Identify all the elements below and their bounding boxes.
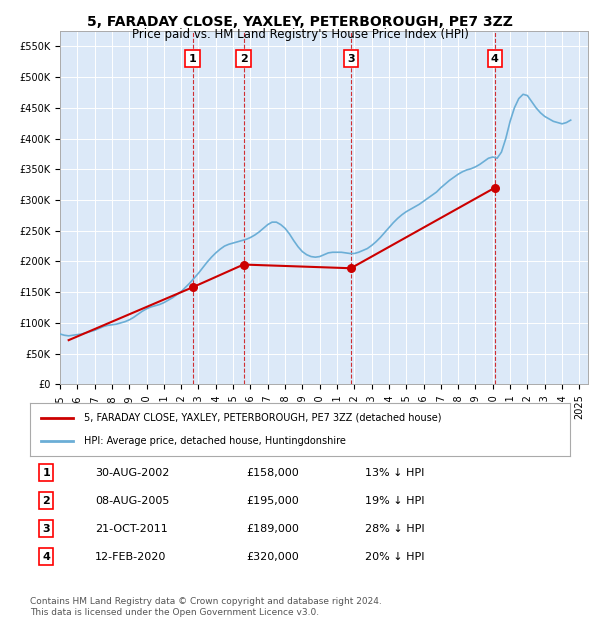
Text: 28% ↓ HPI: 28% ↓ HPI [365, 524, 424, 534]
Text: 13% ↓ HPI: 13% ↓ HPI [365, 467, 424, 478]
Point [490, 183, 500, 193]
Point [346, 264, 356, 273]
Text: 5, FARADAY CLOSE, YAXLEY, PETERBOROUGH, PE7 3ZZ: 5, FARADAY CLOSE, YAXLEY, PETERBOROUGH, … [87, 16, 513, 30]
Text: 3: 3 [43, 524, 50, 534]
Text: Contains HM Land Registry data © Crown copyright and database right 2024.
This d: Contains HM Land Registry data © Crown c… [30, 598, 382, 617]
Text: 2: 2 [239, 54, 247, 64]
Text: 20% ↓ HPI: 20% ↓ HPI [365, 552, 424, 562]
Text: 30-AUG-2002: 30-AUG-2002 [95, 467, 169, 478]
Text: 2: 2 [43, 496, 50, 506]
Text: 19% ↓ HPI: 19% ↓ HPI [365, 496, 424, 506]
Text: 08-AUG-2005: 08-AUG-2005 [95, 496, 169, 506]
Point [188, 282, 197, 292]
Text: 12-FEB-2020: 12-FEB-2020 [95, 552, 166, 562]
Text: £158,000: £158,000 [246, 467, 299, 478]
Text: £189,000: £189,000 [246, 524, 299, 534]
Text: 1: 1 [189, 54, 196, 64]
Text: 1: 1 [43, 467, 50, 478]
Text: 4: 4 [491, 54, 499, 64]
Text: £195,000: £195,000 [246, 496, 299, 506]
Point [239, 260, 248, 270]
Text: 3: 3 [347, 54, 355, 64]
Text: £320,000: £320,000 [246, 552, 299, 562]
Text: 4: 4 [42, 552, 50, 562]
Text: HPI: Average price, detached house, Huntingdonshire: HPI: Average price, detached house, Hunt… [84, 436, 346, 446]
Text: Price paid vs. HM Land Registry's House Price Index (HPI): Price paid vs. HM Land Registry's House … [131, 28, 469, 41]
Text: 5, FARADAY CLOSE, YAXLEY, PETERBOROUGH, PE7 3ZZ (detached house): 5, FARADAY CLOSE, YAXLEY, PETERBOROUGH, … [84, 413, 442, 423]
Text: 21-OCT-2011: 21-OCT-2011 [95, 524, 167, 534]
